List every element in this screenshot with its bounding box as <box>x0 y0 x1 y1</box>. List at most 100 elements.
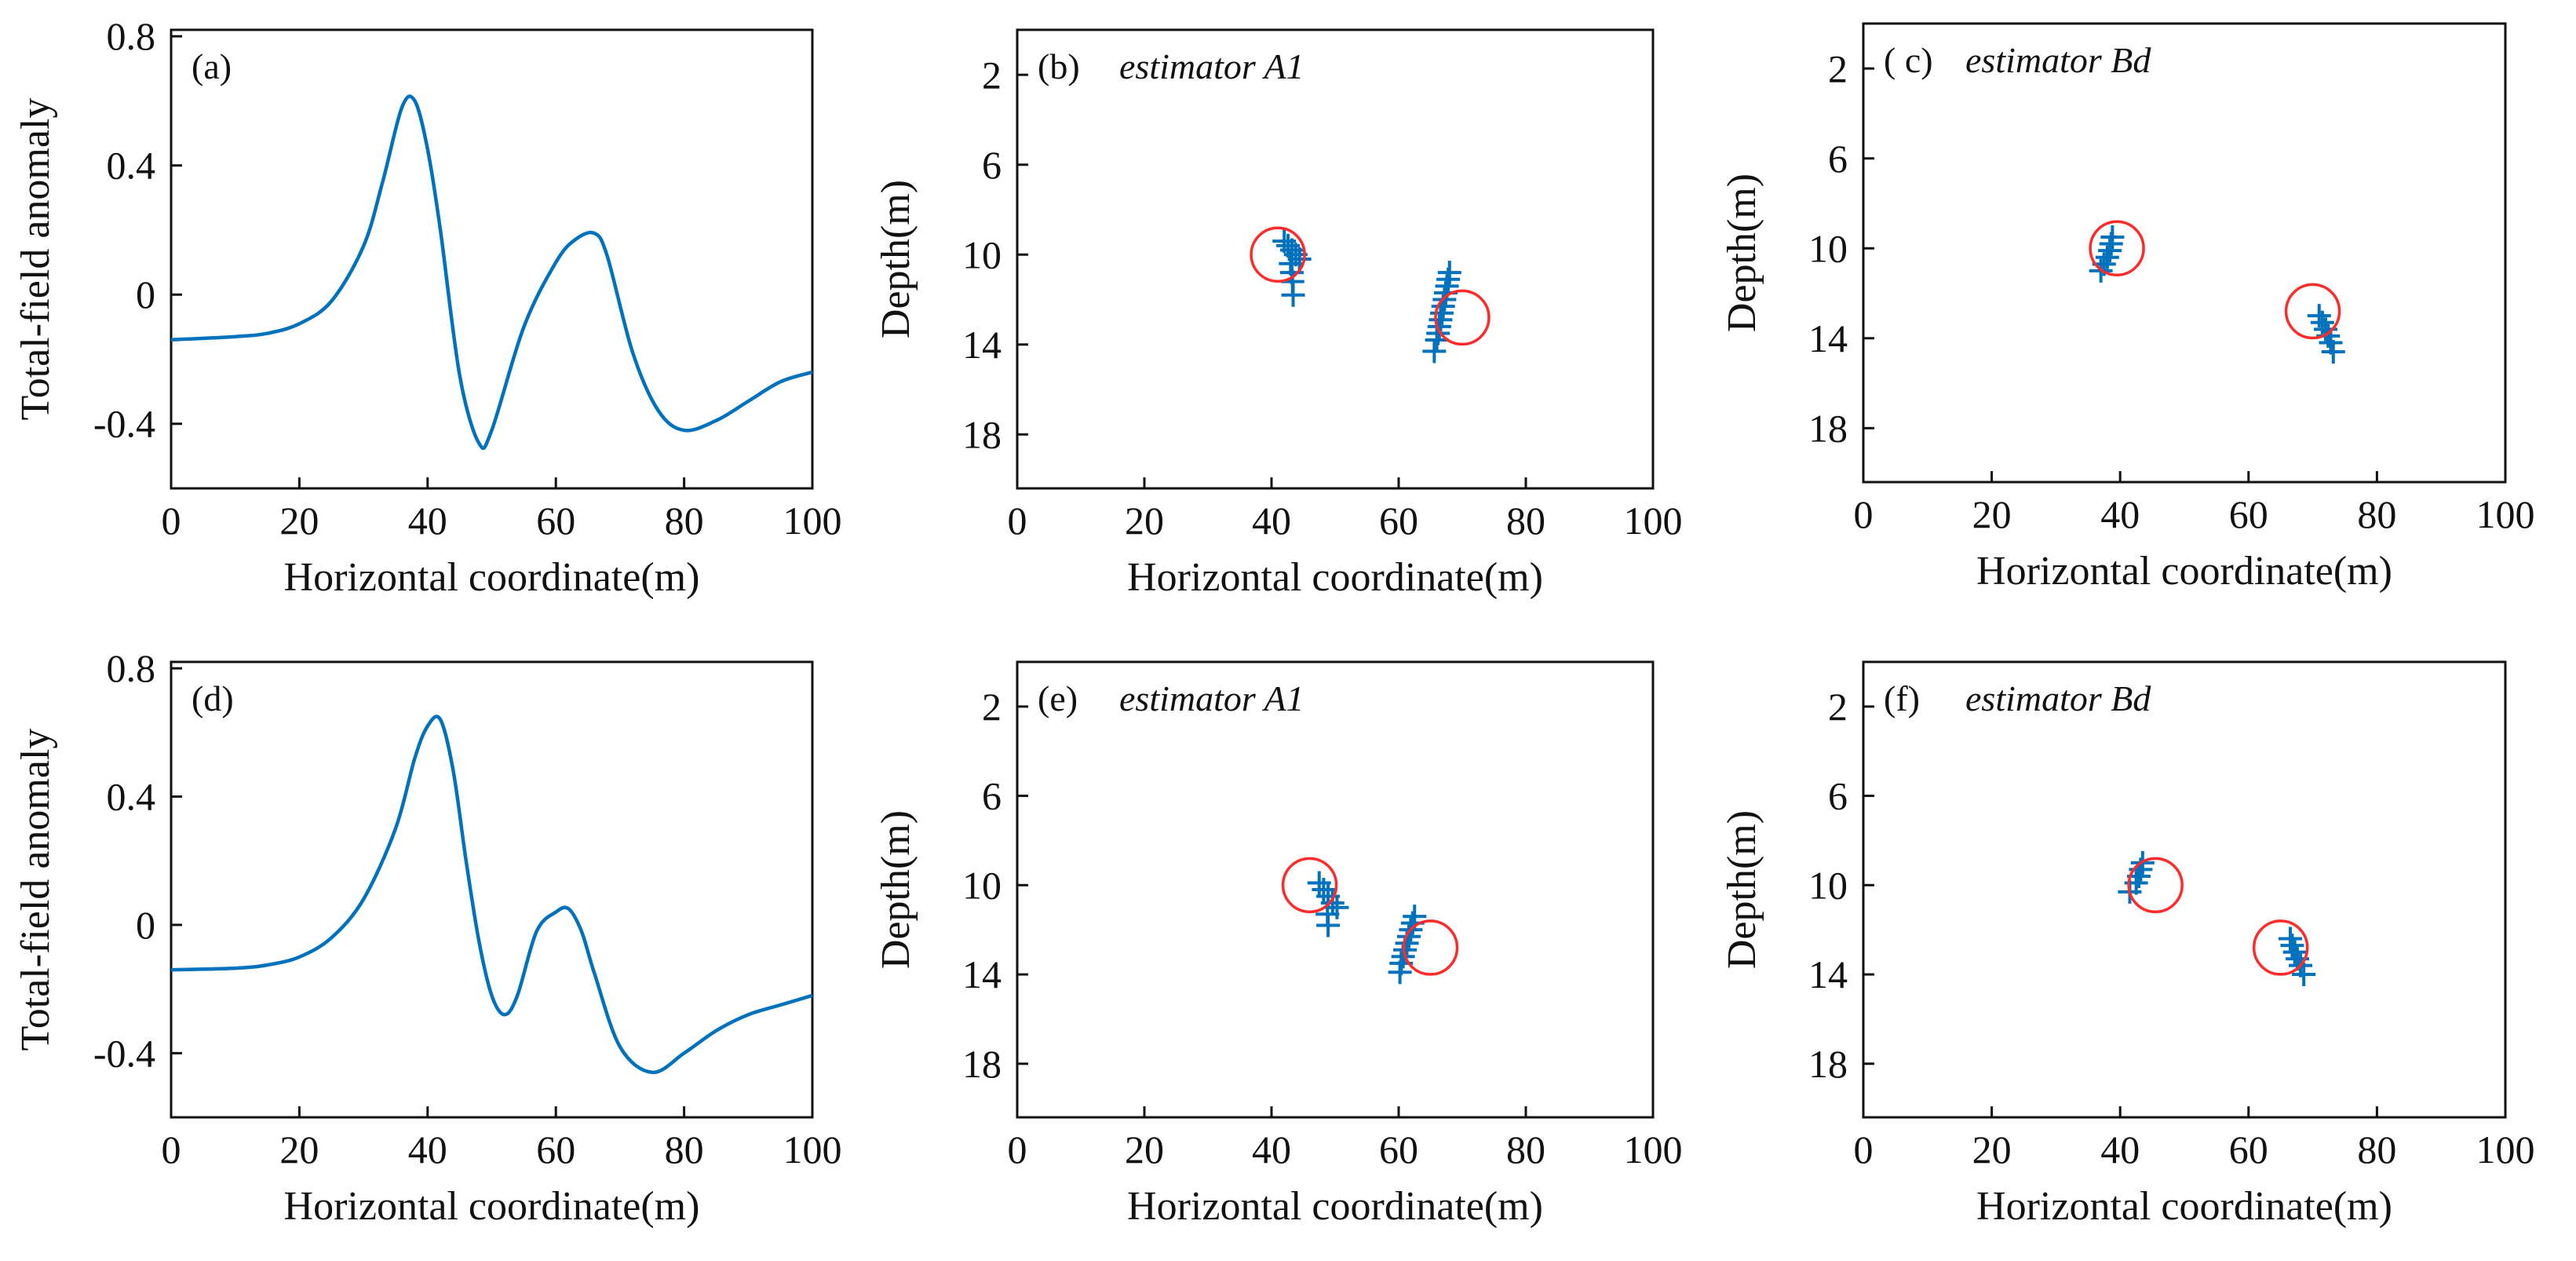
estimate-marker <box>1320 891 1345 916</box>
x-tick-label: 60 <box>2229 492 2268 536</box>
y-tick-label: 6 <box>1828 774 1848 818</box>
x-tick-label: 0 <box>162 1128 181 1171</box>
true-source-circle <box>1402 919 1459 976</box>
x-tick-label: 60 <box>536 499 575 543</box>
panel-label: (d) <box>192 678 234 718</box>
true-source-circle <box>2252 919 2309 976</box>
x-tick-label: 80 <box>1506 499 1545 543</box>
panel-label: (e) <box>1038 678 1078 718</box>
x-tick-label: 100 <box>783 499 842 543</box>
y-tick-label: 18 <box>1808 1042 1848 1086</box>
x-axis-label: Horizontal coordinate(m) <box>1976 549 2392 594</box>
x-axis-label: Horizontal coordinate(m) <box>1127 1184 1543 1229</box>
y-tick-label: 0 <box>136 272 155 316</box>
x-tick-label: 20 <box>279 1128 319 1171</box>
y-tick-label: 18 <box>962 412 1002 456</box>
x-tick-label: 100 <box>1624 499 1683 543</box>
y-tick-label: 14 <box>1808 952 1848 996</box>
x-tick-label: 40 <box>2100 492 2140 536</box>
plot-frame <box>1016 28 1655 490</box>
y-tick-label: 10 <box>962 863 1002 907</box>
true-source-circle <box>2127 857 2184 914</box>
y-tick-label: 0.4 <box>107 144 156 188</box>
panel-title: estimator A1 <box>1119 678 1304 718</box>
y-tick-label: 0 <box>136 903 155 947</box>
y-tick-label: 6 <box>982 143 1002 187</box>
true-source-circle <box>2089 220 2145 277</box>
panel-label: ( c) <box>1884 40 1933 80</box>
x-tick-label: 20 <box>1125 499 1164 543</box>
true-source-circle <box>2284 283 2341 340</box>
estimate-marker <box>1388 960 1412 985</box>
x-tick-label: 0 <box>1854 1128 1874 1171</box>
estimate-marker <box>1425 328 1449 353</box>
x-tick-label: 100 <box>1624 1128 1683 1171</box>
estimate-marker <box>1422 339 1447 364</box>
y-tick-label: 10 <box>1808 226 1848 270</box>
y-axis-label: Total-field anomaly <box>13 729 58 1051</box>
panel-label: (a) <box>192 46 232 86</box>
x-tick-label: 80 <box>2357 492 2396 536</box>
x-tick-label: 60 <box>1379 1128 1418 1171</box>
true-source-circle <box>1434 289 1491 346</box>
x-tick-label: 40 <box>1252 499 1291 543</box>
plot-frame <box>1016 660 1655 1119</box>
y-tick-label: -0.4 <box>93 1031 155 1075</box>
y-tick-label: 14 <box>962 323 1002 367</box>
x-tick-label: 60 <box>2229 1128 2268 1171</box>
plot-frame <box>170 28 814 490</box>
y-tick-label: 0.8 <box>107 646 156 690</box>
panel-title: estimator A1 <box>1119 46 1304 86</box>
x-tick-label: 60 <box>536 1128 575 1171</box>
x-tick-label: 40 <box>1252 1128 1291 1171</box>
estimate-marker <box>1316 913 1341 938</box>
panel-a: 0 20 40 60 80 100 -0.4 0 0.4 0.8 Horizontal coordi… <box>13 14 842 600</box>
panel-title: estimator Bd <box>1965 40 2151 80</box>
estimate-marker <box>1281 283 1305 307</box>
anomaly-curve <box>170 715 813 1075</box>
true-source-circle <box>1250 226 1306 283</box>
x-tick-label: 80 <box>665 499 704 543</box>
y-tick-label: 2 <box>1828 685 1848 729</box>
y-axis-label: Depth(m) <box>874 810 918 969</box>
x-tick-label: 0 <box>1854 492 1874 536</box>
x-tick-label: 0 <box>162 499 181 543</box>
true-source-circle <box>1281 857 1338 914</box>
y-tick-label: 18 <box>962 1042 1002 1086</box>
y-tick-label: 10 <box>962 232 1002 276</box>
y-axis-label: Total-field anomaly <box>13 98 58 421</box>
x-tick-label: 20 <box>1972 1128 2012 1171</box>
panel-c: 0 20 40 60 80 100 2 6 10 14 18 Horizontal coordinat… <box>1720 22 2535 594</box>
panel-label: (b) <box>1038 46 1080 86</box>
estimate-marker <box>2321 339 2345 364</box>
y-axis-label: Depth(m) <box>874 180 918 338</box>
panel-e: 0 20 40 60 80 100 2 6 10 14 18 Horizontal coordinat… <box>874 660 1683 1229</box>
x-tick-label: 40 <box>408 1128 447 1171</box>
y-tick-label: 6 <box>982 774 1002 818</box>
x-tick-label: 40 <box>2100 1128 2140 1171</box>
panel-title: estimator Bd <box>1965 678 2151 718</box>
panel-b: 0 20 40 60 80 100 2 6 10 14 18 Horizontal coordinat… <box>874 28 1683 600</box>
x-tick-label: 80 <box>665 1128 704 1171</box>
x-tick-label: 60 <box>1379 499 1418 543</box>
y-axis-label: Depth(m) <box>1720 810 1764 969</box>
y-tick-label: 0.8 <box>107 14 156 58</box>
plot-frame <box>1862 660 2507 1119</box>
x-tick-label: 20 <box>279 499 319 543</box>
anomaly-curve <box>170 94 813 451</box>
y-tick-label: 2 <box>982 53 1002 97</box>
estimate-marker <box>2292 963 2316 987</box>
x-tick-label: 40 <box>408 499 447 543</box>
y-tick-label: 14 <box>1808 316 1848 360</box>
x-tick-label: 100 <box>2476 492 2535 536</box>
y-axis-label: Depth(m) <box>1720 174 1764 332</box>
panel-label: (f) <box>1884 678 1920 718</box>
x-axis-label: Horizontal coordinate(m) <box>1976 1184 2392 1229</box>
x-tick-label: 100 <box>2476 1128 2535 1171</box>
panel-d: 0 20 40 60 80 100 -0.4 0 0.4 0.8 Horizontal coordi… <box>13 646 842 1229</box>
y-tick-label: -0.4 <box>93 402 155 446</box>
x-tick-label: 80 <box>2357 1128 2396 1171</box>
y-tick-label: 0.4 <box>107 775 156 819</box>
y-tick-label: 18 <box>1808 406 1848 450</box>
